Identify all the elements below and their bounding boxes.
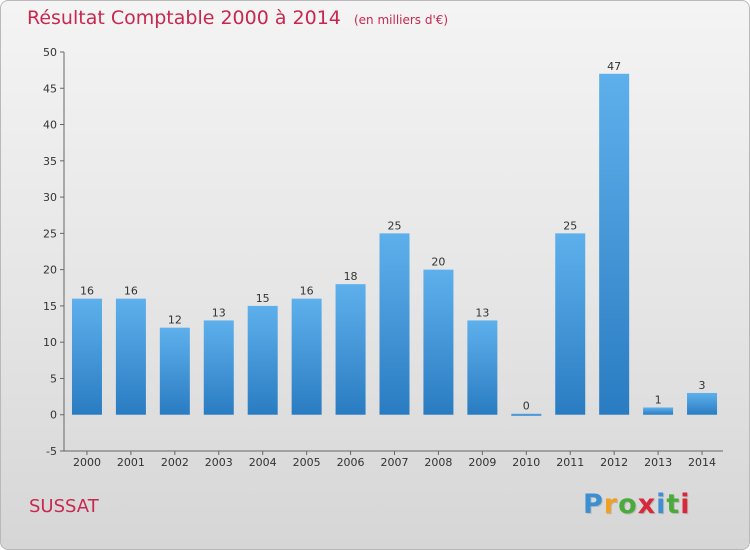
y-tick-label: 35: [43, 155, 57, 168]
bar-2012: [599, 73, 630, 415]
data-label-2000: 16: [80, 285, 94, 298]
x-tick-label-2000: 2000: [73, 456, 101, 469]
y-tick-label: 30: [43, 191, 57, 204]
data-label-2011: 25: [563, 219, 577, 232]
x-tick-label-2002: 2002: [161, 456, 189, 469]
y-tick-label: -5: [46, 445, 57, 458]
bar-2001: [115, 298, 146, 415]
x-tick-label-2012: 2012: [600, 456, 628, 469]
x-tick-label-2005: 2005: [293, 456, 321, 469]
bar-2003: [203, 320, 234, 415]
data-label-2007: 25: [388, 219, 402, 232]
data-label-2009: 13: [475, 306, 489, 319]
chart-subtitle: (en milliers d'€): [353, 13, 449, 27]
y-tick-label: 10: [43, 336, 57, 349]
data-label-2004: 15: [256, 292, 270, 305]
bar-2007: [379, 233, 410, 415]
y-tick-label: 20: [43, 264, 57, 277]
logo-letter: P: [583, 489, 604, 520]
data-label-2008: 20: [431, 256, 445, 269]
bar-2006: [335, 284, 366, 415]
logo-letter: i: [656, 489, 667, 520]
chart-title: Résultat Comptable 2000 à 2014: [27, 7, 341, 29]
bar-2013: [643, 407, 674, 415]
bar-2008: [423, 269, 454, 415]
x-tick-label-2008: 2008: [424, 456, 452, 469]
chart-title-block: Résultat Comptable 2000 à 2014 (en milli…: [27, 7, 448, 29]
x-tick-label-2011: 2011: [556, 456, 584, 469]
location-name: SUSSAT: [29, 496, 99, 517]
y-tick-label: 5: [50, 372, 57, 385]
logo-letter: i: [680, 489, 691, 520]
x-tick-label-2013: 2013: [644, 456, 672, 469]
data-label-2010: 0: [523, 400, 530, 413]
x-tick-label-2007: 2007: [381, 456, 409, 469]
bar-2009: [467, 320, 498, 415]
logo-letter: x: [637, 489, 657, 520]
logo-letter: o: [618, 489, 638, 520]
bar-2002: [159, 327, 190, 415]
bar-2004: [247, 305, 278, 415]
data-label-2014: 3: [699, 379, 706, 392]
logo-letter: t: [666, 489, 681, 520]
data-label-2013: 1: [655, 393, 662, 406]
y-tick-label: 50: [43, 46, 57, 59]
x-tick-label-2009: 2009: [468, 456, 496, 469]
data-label-2012: 47: [607, 60, 621, 73]
proxiti-logo: Proxiti: [583, 489, 691, 520]
y-tick-label: 45: [43, 82, 57, 95]
data-label-2005: 16: [300, 285, 314, 298]
logo-letter: r: [603, 489, 619, 520]
bar-2010: [511, 413, 542, 416]
bar-2011: [555, 233, 586, 415]
y-tick-label: 40: [43, 119, 57, 132]
data-label-2006: 18: [344, 270, 358, 283]
bar-2000: [71, 298, 102, 415]
x-tick-label-2004: 2004: [249, 456, 277, 469]
x-tick-label-2010: 2010: [512, 456, 540, 469]
bar-2005: [291, 298, 322, 415]
data-label-2003: 13: [212, 306, 226, 319]
x-tick-label-2006: 2006: [337, 456, 365, 469]
x-tick-label-2003: 2003: [205, 456, 233, 469]
x-tick-label-2014: 2014: [688, 456, 716, 469]
data-label-2001: 16: [124, 285, 138, 298]
data-label-2002: 12: [168, 314, 182, 327]
y-tick-label: 0: [50, 409, 57, 422]
y-tick-label: 25: [43, 227, 57, 240]
x-tick-label-2001: 2001: [117, 456, 145, 469]
bar-2014: [687, 392, 718, 415]
y-tick-label: 15: [43, 300, 57, 313]
